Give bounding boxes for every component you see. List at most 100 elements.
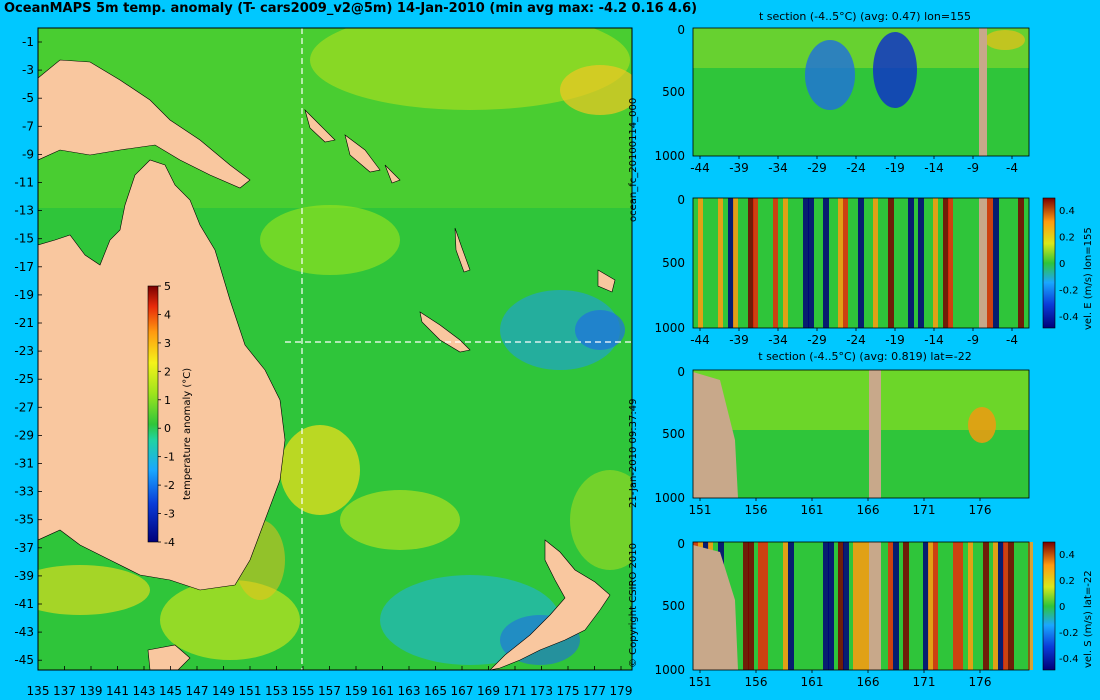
panel-3-title: t section (-4..5°C) (avg: 0.819) lat=-22	[758, 350, 972, 363]
lat-tick-label: -31	[14, 457, 34, 471]
lat-tick-label: -15	[14, 232, 34, 246]
velocity-stripe	[888, 198, 894, 328]
x-tick-label: 176	[969, 675, 992, 689]
colorbar-tick-label: -2	[164, 479, 175, 492]
velocity-stripe	[863, 542, 868, 670]
velocity-stripe	[843, 198, 848, 328]
velocity-stripe	[923, 542, 929, 670]
velocity-stripe	[893, 542, 899, 670]
panel-axes: 0 500 1000 -44 -39 -34 -29 -24 -19 -14 -9 -4 0 500 100…	[654, 23, 1078, 689]
colorbar-tick-label: 2	[164, 365, 171, 378]
velocity-stripe	[948, 198, 953, 328]
x-tick-label: -9	[967, 333, 979, 347]
colorbar-tick-label: 5	[164, 280, 171, 293]
velocity-stripe	[858, 542, 863, 670]
x-tick-label: 176	[969, 503, 992, 517]
panel-temp-lon-section	[692, 27, 1030, 157]
velocity-stripe	[933, 198, 938, 328]
velocity-stripe	[873, 198, 878, 328]
lat-tick-label: -9	[22, 147, 34, 161]
velocity-stripe	[908, 198, 914, 328]
sections-figure: 0 500 1000 -44 -39 -34 -29 -24 -19 -14 -9 -4 0 500 100…	[654, 23, 1078, 689]
colorbar-label: temperature anomaly (°C)	[182, 368, 193, 500]
x-tick-label: 171	[913, 675, 936, 689]
vel-colorbar-tick-label: 0.2	[1059, 233, 1075, 244]
velocity-stripe	[733, 198, 738, 328]
new-zealand	[489, 539, 611, 670]
lat-tick-label: -29	[14, 428, 34, 442]
velocity-stripe	[928, 542, 933, 670]
x-tick-label: -44	[690, 161, 710, 175]
velocity-stripe	[748, 542, 754, 670]
panel-2-right-label: vel. E (m/s) lon=155	[1083, 227, 1094, 330]
depth-tick-label: 1000	[654, 491, 685, 505]
velocity-stripe	[758, 542, 763, 670]
panel-temp-lat-section	[692, 369, 1030, 499]
x-tick-label: -39	[729, 161, 749, 175]
colorbar-tick-label: -4	[164, 536, 175, 549]
vel-colorbar-tick-label: -0.2	[1059, 286, 1079, 297]
x-tick-label: -14	[924, 161, 944, 175]
x-tick-label: -34	[768, 333, 788, 347]
lon-tick-label: 143	[133, 684, 156, 698]
velocity-stripe	[958, 542, 963, 670]
tasmania	[147, 644, 191, 670]
lat-tick-label: -13	[14, 204, 34, 218]
panel-velS-lat-section	[692, 541, 1056, 671]
vel-colorbar-tick-label: 0.2	[1059, 576, 1075, 587]
copyright-label: © Copyright CSIRO 2010	[628, 543, 639, 668]
velocity-stripe	[858, 198, 864, 328]
lat-tick-label: -19	[14, 288, 34, 302]
lat-tick-label: -35	[14, 513, 34, 527]
lon-tick-label: 169	[477, 684, 500, 698]
depth-tick-label: 500	[662, 599, 685, 613]
x-tick-label: 161	[801, 503, 824, 517]
x-tick-label: -4	[1006, 161, 1018, 175]
solomon-islands	[304, 108, 401, 184]
lat-tick-label: -39	[14, 569, 34, 583]
lon-tick-label: 153	[265, 684, 288, 698]
depth-tick-label: 500	[662, 427, 685, 441]
lat-tick-label: -11	[14, 176, 34, 190]
velocity-stripe	[728, 198, 734, 328]
lon-tick-label: 171	[504, 684, 527, 698]
lat-tick-label: -21	[14, 316, 34, 330]
x-tick-label: 156	[745, 503, 768, 517]
lon-tick-label: 135	[27, 684, 50, 698]
x-tick-label: -39	[729, 333, 749, 347]
lon-tick-label: 157	[318, 684, 341, 698]
colorbar-tick-label: -3	[164, 508, 175, 521]
x-tick-label: -24	[846, 333, 866, 347]
lon-tick-label: 141	[106, 684, 129, 698]
fiji	[597, 269, 616, 293]
x-tick-label: -44	[690, 333, 710, 347]
x-tick-label: 166	[857, 675, 880, 689]
velocity-stripe	[998, 542, 1004, 670]
colorbar-tick-label: 1	[164, 394, 171, 407]
lon-tick-label: 165	[424, 684, 447, 698]
vel-colorbar-tick-label: 0	[1059, 259, 1065, 270]
lon-tick-label: 137	[53, 684, 76, 698]
x-tick-label: 161	[801, 675, 824, 689]
lat-tick-label: -37	[14, 541, 34, 555]
velocity-stripe	[753, 198, 758, 328]
velocity-stripe	[788, 542, 794, 670]
velocity-stripe	[843, 542, 849, 670]
lat-tick-label: -23	[14, 344, 34, 358]
lon-tick-label: 155	[292, 684, 315, 698]
map-figure: -1-3-5-7-9-11-13-15-17-19-21-23-25-27-29…	[14, 27, 633, 698]
new-guinea	[38, 59, 251, 189]
velocity-stripe	[888, 542, 893, 670]
vel-colorbar-tick-label: -0.4	[1059, 654, 1079, 665]
x-tick-label: 151	[689, 503, 712, 517]
velocity-stripe	[983, 542, 989, 670]
velocity-stripe	[773, 198, 778, 328]
lat-tick-label: -7	[22, 119, 34, 133]
lat-tick-label: -17	[14, 260, 34, 274]
depth-tick-label: 1000	[654, 321, 685, 335]
velocity-stripe	[808, 198, 814, 328]
velocity-stripe	[828, 542, 834, 670]
vel-colorbar-tick-label: -0.2	[1059, 628, 1079, 639]
x-tick-label: 166	[857, 503, 880, 517]
x-tick-label: -14	[924, 333, 944, 347]
